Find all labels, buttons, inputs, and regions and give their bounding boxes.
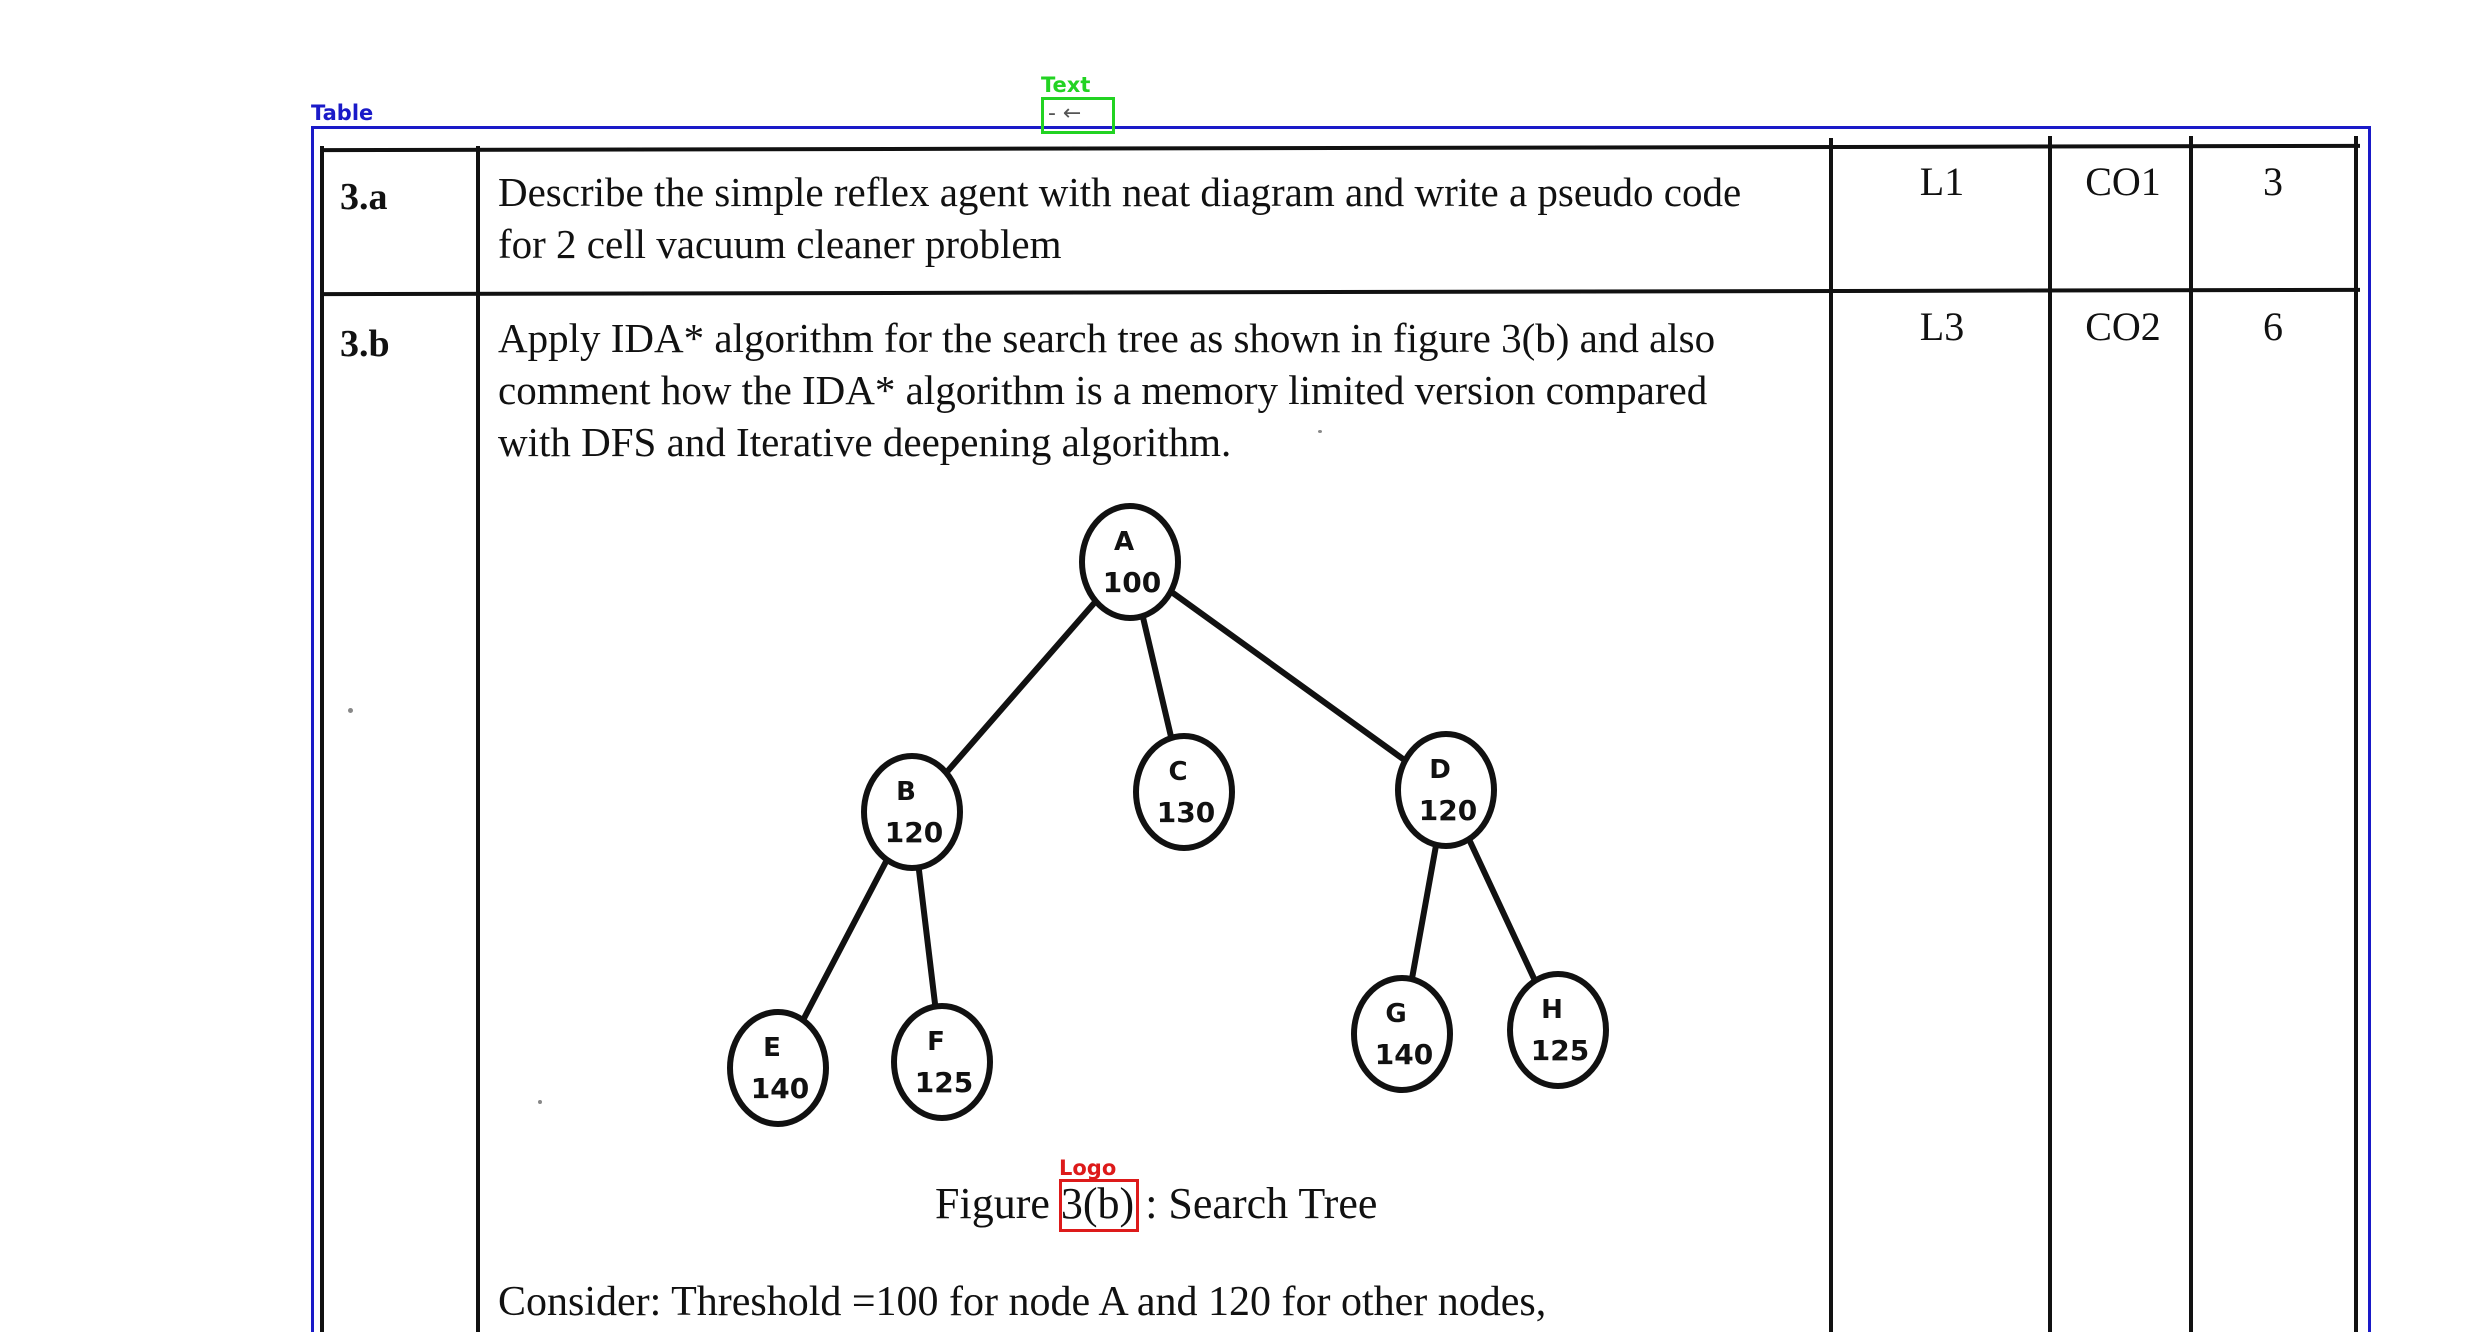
tree-node-label: H: [1541, 995, 1563, 1025]
question-number-3a: 3.a: [340, 176, 388, 218]
tree-node-circle: [861, 753, 963, 871]
course-outcome-3b: CO2: [2085, 304, 2161, 349]
tree-node-label: C: [1168, 757, 1187, 787]
tree-node-circle: [1395, 731, 1497, 849]
tree-node-d: D 120: [1395, 731, 1497, 849]
tree-node-value: 140: [751, 1072, 809, 1105]
tree-node-label: B: [896, 777, 916, 807]
tree-node-label: D: [1429, 755, 1451, 785]
text-detection-label: Text: [1041, 73, 1091, 97]
consider-threshold-text: Consider: Threshold =100 for node A and …: [498, 1279, 1547, 1325]
question-3b-line-1: Apply IDA* algorithm for the search tree…: [498, 315, 1716, 361]
question-3b-line-2: comment how the IDA* algorithm is a memo…: [498, 367, 1708, 413]
figure-caption: Figure 3(b) : Search Tree: [935, 1178, 1377, 1229]
question-3a-line-1: Describe the simple reflex agent with ne…: [498, 169, 1742, 215]
tree-edge-a-b: [909, 559, 1133, 815]
table-detection-box: [311, 126, 2371, 1332]
tree-node-value: 140: [1375, 1038, 1433, 1071]
tree-node-label: G: [1385, 999, 1406, 1029]
tree-node-c: C 130: [1133, 733, 1235, 851]
tree-node-label: F: [927, 1027, 945, 1057]
tree-node-h: H 125: [1507, 971, 1609, 1089]
tree-edge-a-d: [1127, 559, 1449, 793]
tree-node-circle: [1351, 975, 1453, 1093]
level-3b: L3: [1919, 304, 1965, 349]
scan-speck: [348, 708, 353, 713]
tree-node-value: 130: [1157, 796, 1215, 829]
tree-node-label: E: [763, 1033, 781, 1063]
figure-caption-suffix: : Search Tree: [1145, 1179, 1378, 1228]
level-column-divider: [1829, 138, 1833, 1332]
tree-node-value: 100: [1103, 566, 1161, 599]
tree-node-g: G 140: [1351, 975, 1453, 1093]
logo-detection-label: Logo: [1059, 1156, 1117, 1180]
scan-speck: [538, 1100, 542, 1104]
text-detection-box: [1041, 97, 1115, 134]
table-detection-label: Table: [311, 101, 374, 125]
tree-node-value: 125: [1531, 1034, 1589, 1067]
figure-caption-prefix: Figure: [935, 1179, 1050, 1228]
tree-node-value: 120: [885, 816, 943, 849]
logo-detection-box: [1059, 1179, 1139, 1232]
number-column-divider: [476, 146, 480, 1332]
question-number-3b: 3.b: [340, 323, 390, 365]
table-right-border: [2354, 136, 2358, 1332]
tree-node-e: E 140: [727, 1009, 829, 1127]
tree-node-f: F 125: [891, 1003, 993, 1121]
co-column-divider: [2048, 136, 2052, 1332]
tree-node-label: A: [1114, 527, 1134, 557]
tree-node-value: 125: [915, 1066, 973, 1099]
tree-node-circle: [727, 1009, 829, 1127]
level-3a: L1: [1919, 159, 1965, 204]
figure-caption-ref: 3(b): [1060, 1179, 1135, 1228]
marks-3b: 6: [2263, 304, 2283, 349]
tree-node-circle: [1133, 733, 1235, 851]
tree-node-circle: [1507, 971, 1609, 1089]
tree-node-circle: [1079, 503, 1181, 621]
marks-3a: 3: [2263, 159, 2283, 204]
tree-node-b: B 120: [861, 753, 963, 871]
search-tree-diagram: A 100 B 120 C 130 D 120 E 140 F 125 G 140 H 125: [727, 503, 1609, 1127]
scan-speck: [1318, 430, 1322, 433]
question-3a-line-2: for 2 cell vacuum cleaner problem: [498, 221, 1062, 267]
tree-node-circle: [891, 1003, 993, 1121]
tree-node-value: 120: [1419, 794, 1477, 827]
course-outcome-3a: CO1: [2085, 159, 2161, 204]
text-scribble: - ←: [1048, 101, 1082, 126]
table-left-border: [320, 146, 324, 1332]
question-3b-line-3: with DFS and Iterative deepening algorit…: [498, 419, 1232, 465]
tree-node-a: A 100: [1079, 503, 1181, 621]
marks-column-divider: [2189, 136, 2193, 1332]
